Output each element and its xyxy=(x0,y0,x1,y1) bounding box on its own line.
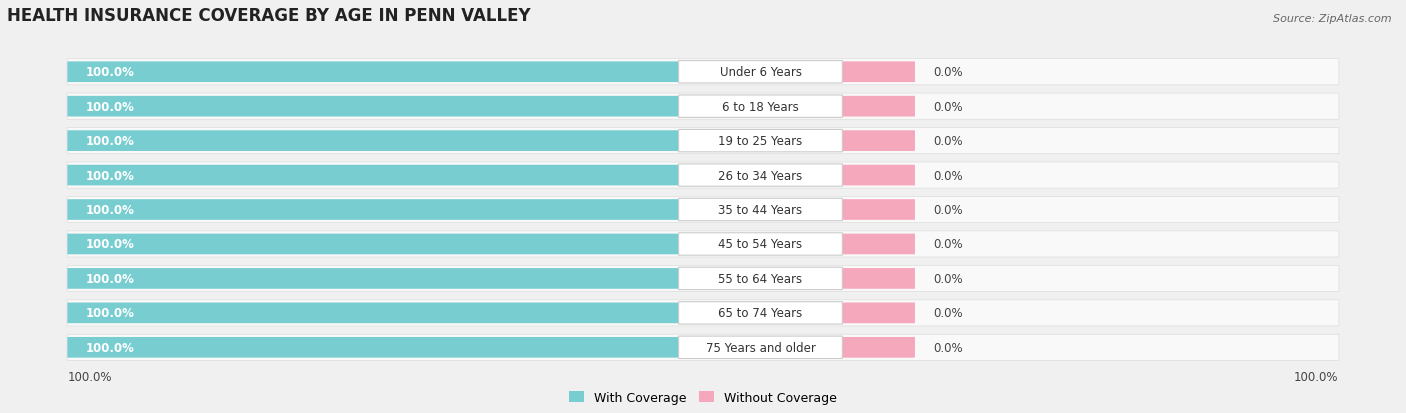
Text: Source: ZipAtlas.com: Source: ZipAtlas.com xyxy=(1274,14,1392,24)
FancyBboxPatch shape xyxy=(811,268,915,289)
FancyBboxPatch shape xyxy=(811,62,915,83)
FancyBboxPatch shape xyxy=(67,163,1339,189)
Text: 100.0%: 100.0% xyxy=(67,370,112,383)
FancyBboxPatch shape xyxy=(811,131,915,152)
FancyBboxPatch shape xyxy=(811,200,915,220)
FancyBboxPatch shape xyxy=(811,337,915,358)
Text: 0.0%: 0.0% xyxy=(934,238,963,251)
Text: 19 to 25 Years: 19 to 25 Years xyxy=(718,135,803,148)
Text: 0.0%: 0.0% xyxy=(934,341,963,354)
FancyBboxPatch shape xyxy=(679,199,842,221)
FancyBboxPatch shape xyxy=(67,300,1339,326)
Text: 100.0%: 100.0% xyxy=(1294,370,1339,383)
Text: 100.0%: 100.0% xyxy=(86,238,135,251)
Text: HEALTH INSURANCE COVERAGE BY AGE IN PENN VALLEY: HEALTH INSURANCE COVERAGE BY AGE IN PENN… xyxy=(7,7,530,25)
Text: 0.0%: 0.0% xyxy=(934,135,963,148)
FancyBboxPatch shape xyxy=(679,336,842,358)
Text: 35 to 44 Years: 35 to 44 Years xyxy=(718,204,803,216)
Text: 100.0%: 100.0% xyxy=(86,272,135,285)
FancyBboxPatch shape xyxy=(679,96,842,118)
Text: 0.0%: 0.0% xyxy=(934,169,963,182)
FancyBboxPatch shape xyxy=(67,231,1339,257)
Text: 65 to 74 Years: 65 to 74 Years xyxy=(718,306,803,320)
FancyBboxPatch shape xyxy=(679,268,842,290)
Text: 0.0%: 0.0% xyxy=(934,306,963,320)
Text: 6 to 18 Years: 6 to 18 Years xyxy=(723,100,799,114)
Text: 0.0%: 0.0% xyxy=(934,66,963,79)
Text: 100.0%: 100.0% xyxy=(86,204,135,216)
Text: 75 Years and older: 75 Years and older xyxy=(706,341,815,354)
FancyBboxPatch shape xyxy=(679,233,842,256)
Text: 0.0%: 0.0% xyxy=(934,272,963,285)
FancyBboxPatch shape xyxy=(67,165,679,186)
FancyBboxPatch shape xyxy=(811,234,915,255)
FancyBboxPatch shape xyxy=(679,302,842,324)
FancyBboxPatch shape xyxy=(67,97,679,117)
FancyBboxPatch shape xyxy=(67,131,679,152)
Text: 0.0%: 0.0% xyxy=(934,100,963,114)
FancyBboxPatch shape xyxy=(67,59,1339,85)
Text: 55 to 64 Years: 55 to 64 Years xyxy=(718,272,803,285)
FancyBboxPatch shape xyxy=(67,128,1339,154)
FancyBboxPatch shape xyxy=(67,62,679,83)
FancyBboxPatch shape xyxy=(67,94,1339,120)
Text: 100.0%: 100.0% xyxy=(86,135,135,148)
FancyBboxPatch shape xyxy=(67,234,679,255)
Text: 100.0%: 100.0% xyxy=(86,100,135,114)
FancyBboxPatch shape xyxy=(811,165,915,186)
Text: 100.0%: 100.0% xyxy=(86,66,135,79)
FancyBboxPatch shape xyxy=(679,164,842,187)
FancyBboxPatch shape xyxy=(679,62,842,84)
Text: 100.0%: 100.0% xyxy=(86,306,135,320)
FancyBboxPatch shape xyxy=(67,268,679,289)
FancyBboxPatch shape xyxy=(811,97,915,117)
FancyBboxPatch shape xyxy=(679,130,842,152)
FancyBboxPatch shape xyxy=(67,197,1339,223)
FancyBboxPatch shape xyxy=(67,303,679,323)
FancyBboxPatch shape xyxy=(811,303,915,323)
Text: 45 to 54 Years: 45 to 54 Years xyxy=(718,238,803,251)
Text: 0.0%: 0.0% xyxy=(934,204,963,216)
Text: 100.0%: 100.0% xyxy=(86,169,135,182)
FancyBboxPatch shape xyxy=(67,266,1339,292)
Legend: With Coverage, Without Coverage: With Coverage, Without Coverage xyxy=(564,386,842,409)
Text: 26 to 34 Years: 26 to 34 Years xyxy=(718,169,803,182)
FancyBboxPatch shape xyxy=(67,337,679,358)
FancyBboxPatch shape xyxy=(67,335,1339,361)
Text: Under 6 Years: Under 6 Years xyxy=(720,66,801,79)
FancyBboxPatch shape xyxy=(67,200,679,220)
Text: 100.0%: 100.0% xyxy=(86,341,135,354)
